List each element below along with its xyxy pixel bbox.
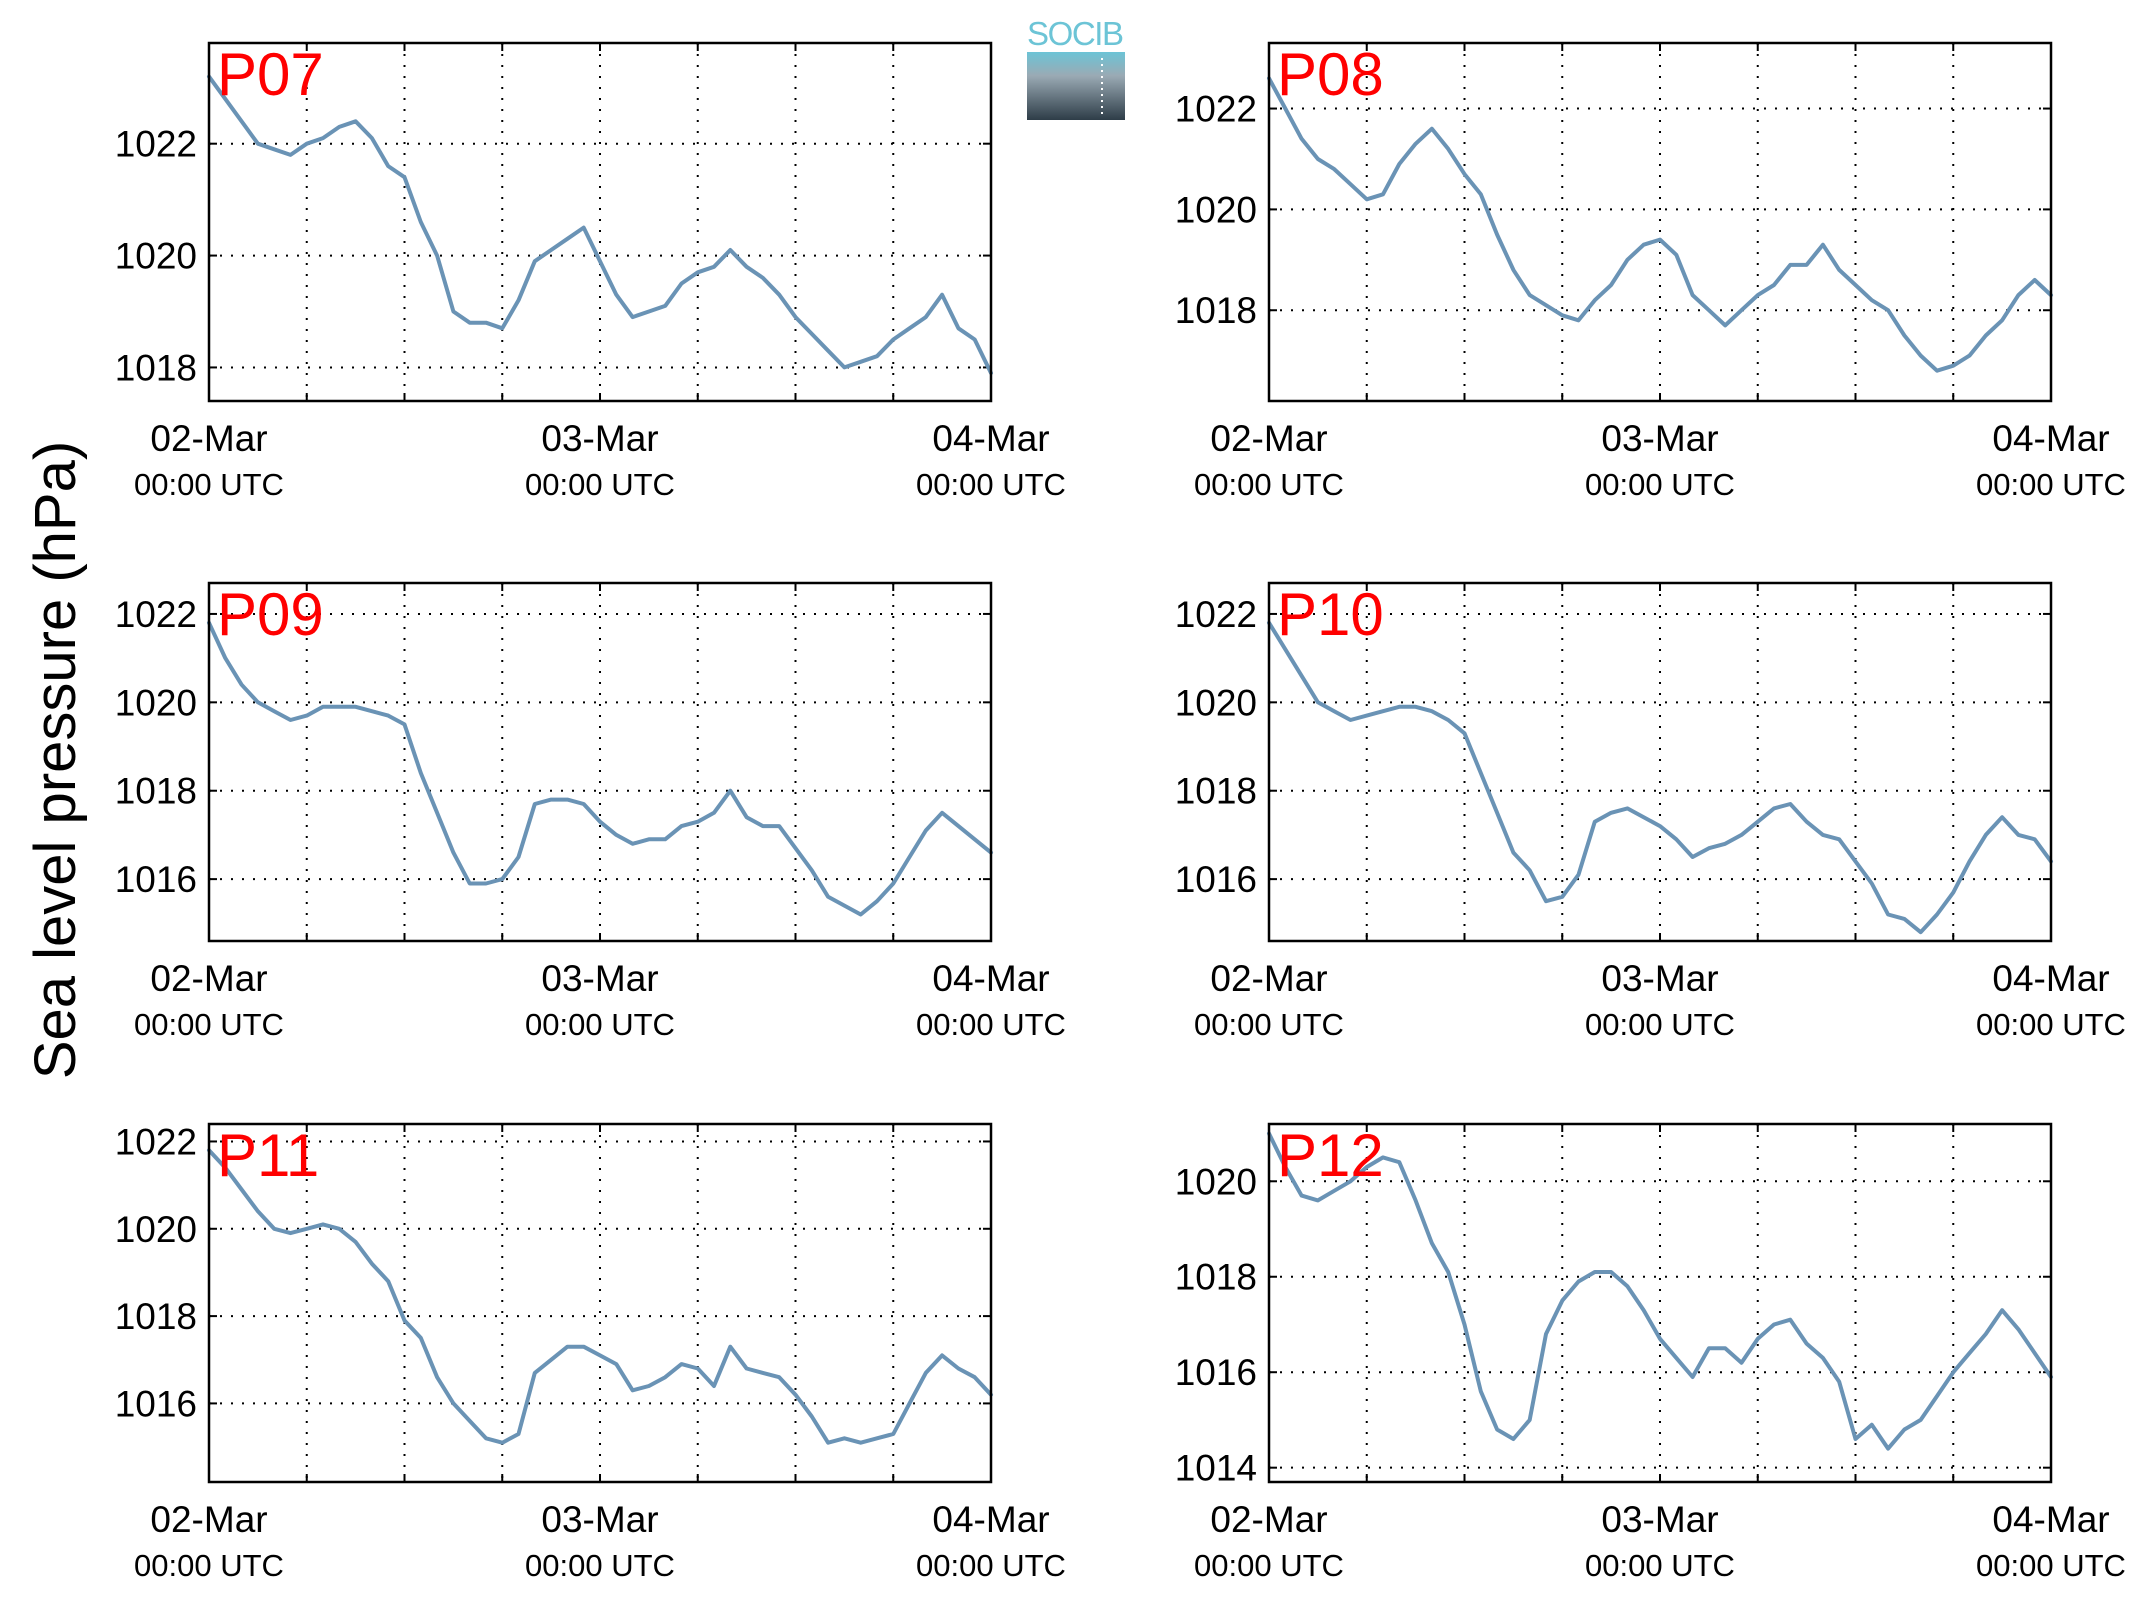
- panel-p07-series-line: [207, 74, 993, 375]
- panel-p07-y-tick-label: 1022: [115, 124, 197, 165]
- panel-p09-y-tick-label: 1016: [115, 859, 197, 900]
- panel-p11-x-tick-time: 00:00 UTC: [134, 1548, 284, 1583]
- panel-p12-y-tick-label: 1014: [1175, 1448, 1257, 1489]
- panel-p10-y-tick-label: 1016: [1175, 859, 1257, 900]
- panel-p12-x-tick-time: 00:00 UTC: [1585, 1548, 1735, 1583]
- panel-p08-x-tick-time: 00:00 UTC: [1976, 467, 2126, 502]
- panel-p12-series-line: [1267, 1131, 2053, 1451]
- panel-p09-x-tick-date: 03-Mar: [541, 958, 658, 999]
- panel-p12-y-tick-label: 1016: [1175, 1352, 1257, 1393]
- panel-p08-x-tick-date: 03-Mar: [1601, 418, 1718, 459]
- panel-p09-station-label: P09: [217, 581, 324, 648]
- panel-p11-y-tick-label: 1022: [115, 1121, 197, 1162]
- panel-p09-x-tick-date: 02-Mar: [150, 958, 267, 999]
- panel-p12: 1014 1016 1018 1020 P12 02-Mar 00:00 UTC 03-Mar…: [1175, 1122, 2126, 1583]
- logo-text: SOCIB: [1027, 15, 1125, 52]
- panel-p11-y-tick-label: 1020: [115, 1209, 197, 1250]
- panel-p08-y-tick-label: 1018: [1175, 290, 1257, 331]
- panel-p11-x-tick-time: 00:00 UTC: [916, 1548, 1066, 1583]
- panel-p10-x-tick-time: 00:00 UTC: [1976, 1007, 2126, 1042]
- panel-p07-x-tick-time: 00:00 UTC: [525, 467, 675, 502]
- panel-p10-y-tick-label: 1018: [1175, 771, 1257, 812]
- panel-p12-y-tick-label: 1020: [1175, 1161, 1257, 1202]
- panel-p10: 1016 1018 1020 1022 P10 02-Mar 00:00 UTC 03-Mar…: [1175, 581, 2126, 1042]
- panel-p09-x-tick-time: 00:00 UTC: [916, 1007, 1066, 1042]
- panel-p10-x-tick-time: 00:00 UTC: [1585, 1007, 1735, 1042]
- panel-p11: 1016 1018 1020 1022 P11 02-Mar 00:00 UTC 03-Mar…: [115, 1121, 1066, 1583]
- panel-p12-x-tick-date: 03-Mar: [1601, 1499, 1718, 1540]
- panel-p12-x-tick-date: 04-Mar: [1992, 1499, 2109, 1540]
- panel-p12-y-tick-label: 1018: [1175, 1257, 1257, 1298]
- panel-p10-station-label: P10: [1277, 581, 1384, 648]
- panel-p11-x-tick-date: 03-Mar: [541, 1499, 658, 1540]
- panel-p11-x-tick-time: 00:00 UTC: [525, 1548, 675, 1583]
- panel-p11-x-tick-date: 02-Mar: [150, 1499, 267, 1540]
- panel-p10-axes-frame: [1267, 581, 2053, 943]
- panel-p09-x-tick-time: 00:00 UTC: [134, 1007, 284, 1042]
- panel-p11-y-tick-label: 1018: [115, 1296, 197, 1337]
- logo-box: [1027, 52, 1125, 120]
- y-axis-label: Sea level pressure (hPa): [23, 441, 88, 1079]
- panel-p09-x-tick-date: 04-Mar: [932, 958, 1049, 999]
- panel-p09-y-tick-label: 1022: [115, 594, 197, 635]
- panel-p09-x-tick-time: 00:00 UTC: [525, 1007, 675, 1042]
- panel-p07: 1018 1020 1022 P07 02-Mar 00:00 UTC 03-Mar 00:0…: [115, 41, 1066, 502]
- panel-p10-x-tick-date: 03-Mar: [1601, 958, 1718, 999]
- panel-p09-axes-frame: [207, 581, 993, 943]
- panel-p07-x-tick-time: 00:00 UTC: [916, 467, 1066, 502]
- panel-p07-x-tick-time: 00:00 UTC: [134, 467, 284, 502]
- panel-p08-y-tick-label: 1022: [1175, 89, 1257, 130]
- panel-p08-series-line: [1267, 76, 2053, 373]
- panel-p08-x-tick-time: 00:00 UTC: [1194, 467, 1344, 502]
- panel-p10-y-tick-label: 1020: [1175, 682, 1257, 723]
- panel-p09-y-tick-label: 1018: [115, 771, 197, 812]
- panel-p11-series-line: [207, 1148, 993, 1445]
- panel-p10-x-tick-date: 04-Mar: [1992, 958, 2109, 999]
- panel-p11-y-tick-label: 1016: [115, 1383, 197, 1424]
- panel-p08: 1018 1020 1022 P08 02-Mar 00:00 UTC 03-Mar 00:0…: [1175, 41, 2126, 502]
- panel-p10-series-line: [1267, 620, 2053, 935]
- panel-p10-x-tick-date: 02-Mar: [1210, 958, 1327, 999]
- panel-p07-x-tick-date: 04-Mar: [932, 418, 1049, 459]
- panel-p12-station-label: P12: [1277, 1122, 1384, 1189]
- panel-p07-station-label: P07: [217, 41, 324, 108]
- panel-p09-y-tick-label: 1020: [115, 682, 197, 723]
- panel-p10-x-tick-time: 00:00 UTC: [1194, 1007, 1344, 1042]
- panel-p08-x-tick-date: 04-Mar: [1992, 418, 2109, 459]
- panel-p11-x-tick-date: 04-Mar: [932, 1499, 1049, 1540]
- panel-p08-axes-frame: [1267, 41, 2053, 403]
- panel-p09-series-line: [207, 620, 993, 917]
- panel-p08-x-tick-date: 02-Mar: [1210, 418, 1327, 459]
- panel-p07-y-tick-label: 1018: [115, 347, 197, 388]
- panel-p10-y-tick-label: 1022: [1175, 594, 1257, 635]
- panel-p12-x-tick-time: 00:00 UTC: [1976, 1548, 2126, 1583]
- panel-p11-axes-frame: [207, 1122, 993, 1484]
- panel-p08-x-tick-time: 00:00 UTC: [1585, 467, 1735, 502]
- panel-p08-station-label: P08: [1277, 41, 1384, 108]
- panel-p07-y-tick-label: 1020: [115, 236, 197, 277]
- panel-p11-station-label: P11: [217, 1122, 319, 1189]
- panel-p12-x-tick-time: 00:00 UTC: [1194, 1548, 1344, 1583]
- panel-p09: 1016 1018 1020 1022 P09 02-Mar 00:00 UTC 03-Mar…: [115, 581, 1066, 1042]
- panel-p08-y-tick-label: 1020: [1175, 189, 1257, 230]
- panel-p07-x-tick-date: 02-Mar: [150, 418, 267, 459]
- socib-logo: SOCIB: [1027, 15, 1125, 120]
- panel-p07-x-tick-date: 03-Mar: [541, 418, 658, 459]
- panel-p12-axes-frame: [1267, 1122, 2053, 1484]
- panel-p12-x-tick-date: 02-Mar: [1210, 1499, 1327, 1540]
- panel-p07-axes-frame: [207, 41, 993, 403]
